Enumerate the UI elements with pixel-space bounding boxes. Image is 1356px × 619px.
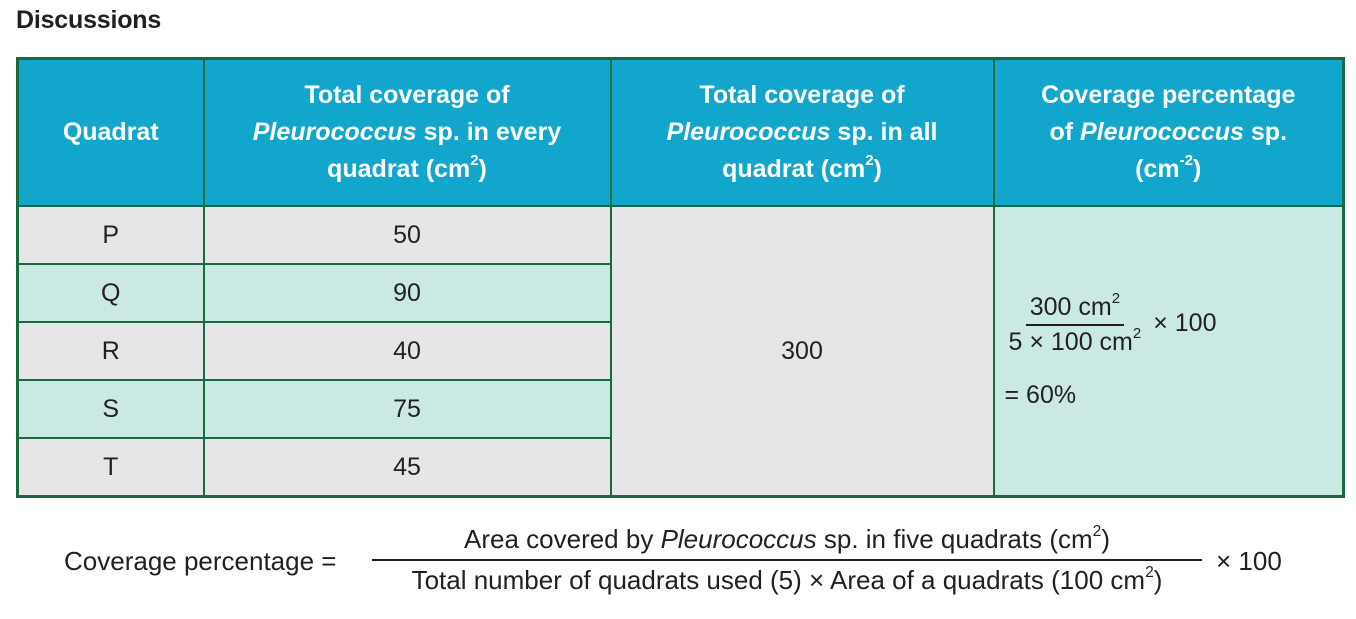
quadrat-cell: T [16,437,205,498]
table-row: T 45 [16,437,1344,498]
coverage-formula: Coverage percentage = Area covered by Pl… [64,524,1304,604]
coverage-cell: 45 [202,437,612,498]
formula-fraction: Area covered by Pleurococcus sp. in five… [372,524,1202,596]
header-coverage-every: Total coverage of Pleurococcus sp. in ev… [202,57,612,207]
table-row: Q 90 [16,263,1344,323]
formula-numerator: Area covered by Pleurococcus sp. in five… [372,524,1202,561]
quadrat-cell: Q [16,263,205,323]
coverage-cell: 90 [202,263,612,323]
formula-multiplier: × 100 [1216,546,1282,576]
coverage-cell: 75 [202,379,612,439]
coverage-cell: 40 [202,321,612,381]
header-coverage-percentage: Coverage percentage of Pleurococcus sp. … [992,57,1345,207]
percentage-calculation-cell: 300 cm2 5 × 100 cm2 × 100 = 60% [992,205,1345,498]
quadrat-cell: P [16,205,205,265]
quadrat-cell: S [16,379,205,439]
table-row: R 40 [16,321,1344,381]
coverage-cell: 50 [202,205,612,265]
quadrat-cell: R [16,321,205,381]
header-quadrat: Quadrat [16,57,205,207]
table-row: S 75 [16,379,1344,439]
percentage-fraction: 300 cm2 5 × 100 cm2 × 100 [1005,291,1343,357]
coverage-table: Quadrat Total coverage of Pleurococcus s… [16,57,1345,498]
header-row: Quadrat Total coverage of Pleurococcus s… [16,57,1345,207]
formula-label: Coverage percentage = [64,546,337,576]
formula-denominator: Total number of quadrats used (5) × Area… [411,564,1163,595]
section-heading: Discussions [16,6,162,34]
multiplier: × 100 [1153,309,1217,337]
table-row: P 50 300 300 cm2 5 × 100 cm2 × 100 = 60% [16,205,1345,498]
total-coverage-cell: 300 [609,205,995,498]
fraction-numerator: 300 cm2 [1025,291,1125,326]
fraction-denominator: 5 × 100 cm2 [1008,324,1142,356]
header-coverage-all: Total coverage of Pleurococcus sp. in al… [609,57,995,207]
percentage-result: = 60% [1004,380,1077,409]
